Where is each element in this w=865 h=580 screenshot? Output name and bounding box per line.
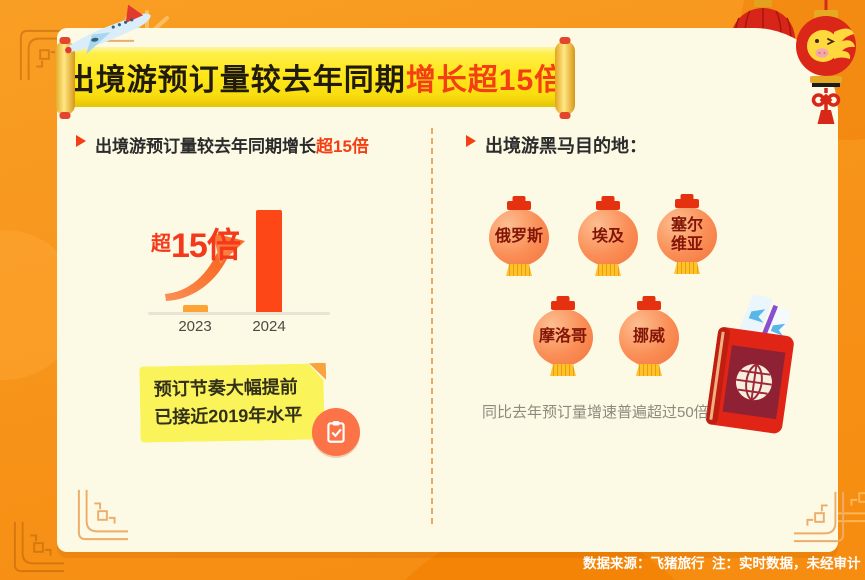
lantern-tassel <box>595 264 621 276</box>
passport-icon <box>705 292 794 434</box>
lantern-tassel <box>636 364 662 376</box>
banner-title-highlight: 增长超15倍 <box>405 64 566 97</box>
bullet-triangle-icon <box>466 135 476 147</box>
corner-fretwork-icon <box>19 29 71 81</box>
clipboard-badge <box>312 408 360 456</box>
destination-lantern: 摩洛哥 <box>531 296 595 376</box>
left-panel-heading: 出境游预订量较去年同期增长超15倍 <box>76 132 369 157</box>
lantern-tassel <box>506 264 532 276</box>
chart-baseline <box>148 312 330 315</box>
footer-data-source: 数据来源：飞猪旅行 <box>583 556 705 571</box>
left-heading-text: 出境游预订量较去年同期增长 <box>95 137 316 156</box>
bar-2023 <box>183 305 208 312</box>
lantern-cap <box>675 199 699 208</box>
sticky-note: 预订节奏大幅提前 已接近2019年水平 <box>139 363 324 442</box>
scroll-roll-icon <box>555 41 575 115</box>
right-panel-heading: 出境游黑马目的地： <box>466 132 647 158</box>
corner-fretwork-icon <box>13 521 65 573</box>
note-line-1: 预订节奏大幅提前 <box>153 376 298 400</box>
banner-scroll: 出境游预订量较去年同期增长超15倍 <box>55 40 575 116</box>
right-heading-text: 出境游黑马目的地： <box>485 136 647 156</box>
axis-label-2023: 2023 <box>178 318 212 335</box>
lantern-cap <box>551 301 575 310</box>
growth-chart <box>150 208 320 312</box>
lantern-tassel <box>550 364 576 376</box>
lantern-label: 挪威 <box>632 328 665 346</box>
banner-title: 出境游预订量较去年同期 <box>64 64 406 97</box>
lantern-label: 摩洛哥 <box>538 328 587 346</box>
footer-audit-note: 注：实时数据，未经审计 <box>712 556 861 571</box>
banner-ribbon: 出境游预订量较去年同期增长超15倍 <box>65 47 564 107</box>
fliggy-lantern-logo <box>796 0 856 124</box>
bullet-triangle-icon <box>76 135 86 147</box>
growth-annotation: 超 15倍 <box>151 218 241 267</box>
lantern-cap <box>637 301 661 310</box>
corner-fretwork-icon <box>77 489 129 541</box>
growth-annotation-prefix: 超 <box>151 233 171 255</box>
destination-lantern: 塞尔维亚 <box>655 194 719 274</box>
lantern-cap <box>596 201 620 210</box>
clipboard-check-icon <box>327 421 345 443</box>
lantern-label: 俄罗斯 <box>494 228 543 246</box>
panel-divider <box>431 128 433 524</box>
right-panel-caption: 同比去年预订量增速普遍超过50倍 <box>482 404 709 421</box>
destination-lantern: 俄罗斯 <box>487 196 551 276</box>
lantern-label: 塞尔维亚 <box>670 217 703 253</box>
destination-lantern: 挪威 <box>617 296 681 376</box>
growth-annotation-value: 15倍 <box>171 227 241 265</box>
note-line-2: 已接近2019年水平 <box>154 404 303 428</box>
lantern-cap <box>507 201 531 210</box>
scroll-roll-icon <box>55 41 75 115</box>
lantern-tassel <box>674 262 700 274</box>
axis-label-2024: 2024 <box>252 318 286 335</box>
airplane-icon <box>64 4 151 55</box>
left-heading-highlight: 超15倍 <box>316 137 369 156</box>
lantern-label: 埃及 <box>591 228 624 246</box>
corner-fretwork-icon <box>793 491 845 543</box>
bar-2024 <box>256 210 282 312</box>
destination-lantern: 埃及 <box>576 196 640 276</box>
growth-arrow-icon <box>165 233 245 301</box>
